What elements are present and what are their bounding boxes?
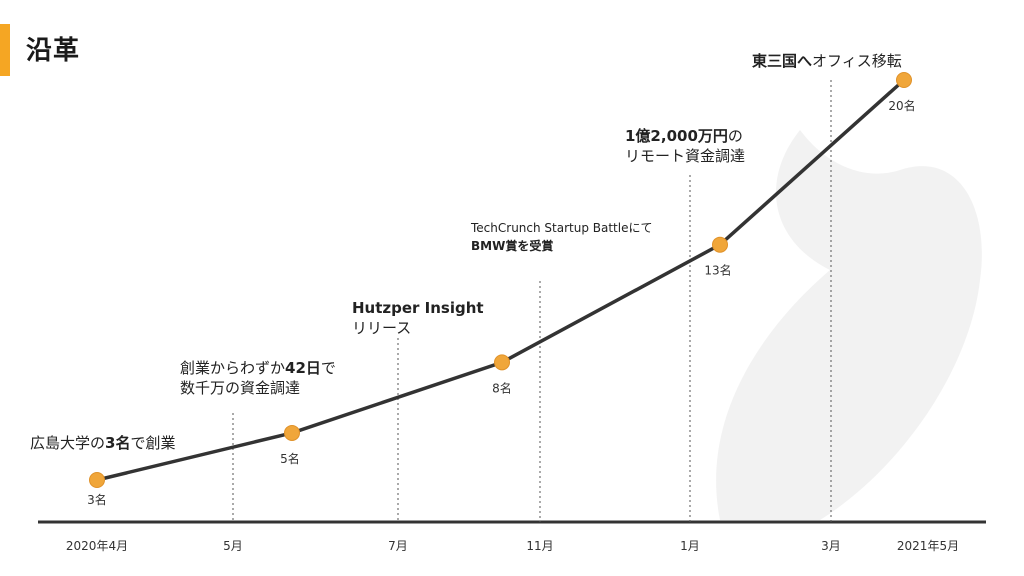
x-tick-label-1: 2020年4月 [66,539,128,553]
x-tick-label-2: 5月 [223,539,243,553]
x-tick-label-6: 3月 [821,539,841,553]
page-title: 沿革 [26,36,81,66]
milestone-product-release: Hutzper Insight リリース [352,299,484,337]
point-label-4: 13名 [704,263,731,278]
point-label-1: 3名 [87,492,107,507]
x-tick-label-3: 7月 [388,539,408,553]
point-label-3: 8名 [492,380,512,395]
data-point-1 [89,472,105,488]
point-label-2: 5名 [280,451,300,466]
milestone-bmw-award: TechCrunch Startup Battleにて BMW賞を受賞 [471,221,653,253]
data-point-2 [284,424,300,441]
milestone-first-funding: 創業からわずか42日で 数千万の資金調達 [180,359,336,397]
point-label-5: 20名 [888,98,915,113]
background-decorative-shape [716,130,982,520]
milestone-remote-funding: 1億2,000万円の リモート資金調達 [625,127,746,165]
data-point-5 [896,72,912,88]
title-accent-bar [0,24,10,76]
data-point-4 [712,236,728,253]
x-tick-label-4: 11月 [526,539,553,553]
x-tick-label-5: 1月 [680,539,700,553]
milestone-founding: 広島大学の3名で創業 [30,434,176,452]
data-point-3 [494,354,510,371]
x-tick-label-7: 2021年5月 [897,539,959,553]
milestone-office-move: 東三国へオフィス移転 [752,52,902,70]
